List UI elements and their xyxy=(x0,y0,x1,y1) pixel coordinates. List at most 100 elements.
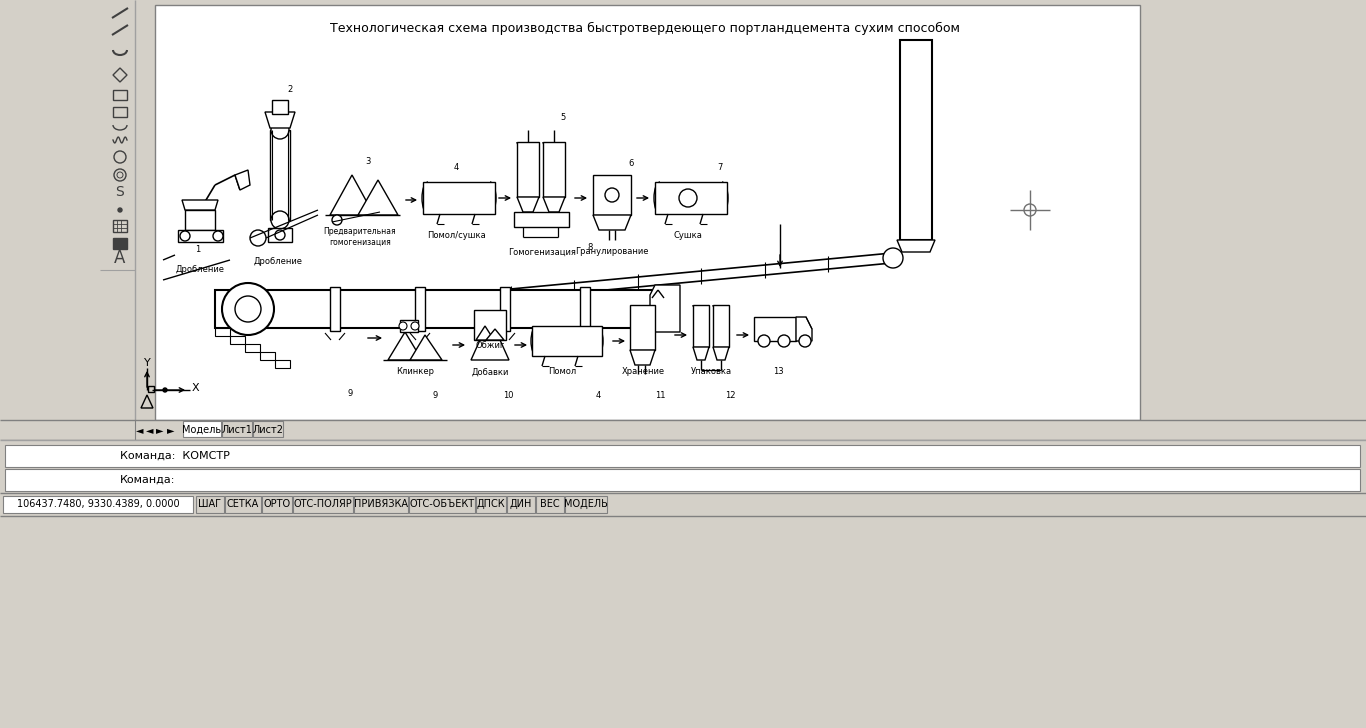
Bar xyxy=(475,496,505,513)
Bar xyxy=(516,142,540,197)
Text: Дробление: Дробление xyxy=(175,266,224,274)
Bar xyxy=(415,287,425,331)
Text: 3: 3 xyxy=(365,157,370,167)
Bar xyxy=(195,496,224,513)
Text: ►: ► xyxy=(156,425,164,435)
Bar xyxy=(292,496,352,513)
Text: 11: 11 xyxy=(654,390,665,400)
Bar xyxy=(113,220,127,232)
Bar xyxy=(270,130,290,220)
Bar xyxy=(262,496,292,513)
Bar xyxy=(253,421,283,437)
Polygon shape xyxy=(630,350,656,365)
Bar xyxy=(260,352,275,360)
Circle shape xyxy=(213,231,223,241)
Bar xyxy=(630,305,656,350)
Circle shape xyxy=(882,248,903,268)
Bar xyxy=(272,100,288,114)
Text: Помол/сушка: Помол/сушка xyxy=(426,232,485,240)
Text: Добавки: Добавки xyxy=(471,368,508,376)
Text: ПРИВЯЗКА: ПРИВЯЗКА xyxy=(354,499,408,509)
Bar xyxy=(693,305,709,347)
Text: Дробление: Дробление xyxy=(254,258,302,266)
Polygon shape xyxy=(388,332,422,360)
Bar xyxy=(225,496,261,513)
Polygon shape xyxy=(486,329,504,340)
Text: ОТС-ОБЪЕКТ: ОТС-ОБЪЕКТ xyxy=(410,499,474,509)
Bar xyxy=(474,310,505,340)
Polygon shape xyxy=(475,326,494,340)
Polygon shape xyxy=(516,197,540,212)
Text: Технологическая схема производства быстротвердеющего портландцемента сухим спосо: Технологическая схема производства быстр… xyxy=(331,22,960,35)
Bar xyxy=(113,107,127,117)
Text: гомогенизация: гомогенизация xyxy=(329,237,391,247)
Bar xyxy=(0,440,1366,500)
Text: S: S xyxy=(116,185,124,199)
Circle shape xyxy=(235,296,261,322)
Text: 6: 6 xyxy=(628,159,634,167)
Text: 9: 9 xyxy=(347,389,352,397)
Polygon shape xyxy=(713,347,729,360)
Text: ►: ► xyxy=(167,425,175,435)
Bar xyxy=(566,496,607,513)
Text: Лист1: Лист1 xyxy=(221,425,253,435)
Text: 12: 12 xyxy=(725,390,735,400)
Bar xyxy=(331,287,340,331)
Polygon shape xyxy=(593,215,631,230)
Bar xyxy=(229,336,245,344)
Polygon shape xyxy=(544,197,566,212)
Circle shape xyxy=(270,121,290,139)
Text: Y: Y xyxy=(143,358,150,368)
Text: Команда:  КОМСТР: Команда: КОМСТР xyxy=(120,451,229,461)
Bar xyxy=(0,493,1366,515)
Text: 10: 10 xyxy=(503,390,514,400)
Bar xyxy=(507,496,535,513)
Bar xyxy=(223,421,251,437)
Bar xyxy=(581,287,590,331)
Bar xyxy=(183,421,221,437)
Text: 8: 8 xyxy=(587,243,593,253)
Polygon shape xyxy=(358,180,398,215)
Bar xyxy=(214,328,229,336)
Bar xyxy=(754,317,796,341)
Text: 9: 9 xyxy=(433,390,437,400)
Text: 4: 4 xyxy=(454,164,459,173)
Text: A: A xyxy=(115,249,126,267)
Bar xyxy=(0,0,135,420)
Text: 13: 13 xyxy=(773,368,783,376)
Polygon shape xyxy=(331,175,374,215)
Bar xyxy=(544,142,566,197)
Text: 4: 4 xyxy=(596,390,601,400)
Text: 2: 2 xyxy=(287,85,292,95)
Bar xyxy=(178,230,223,242)
Text: ◄: ◄ xyxy=(146,425,154,435)
Text: Гранулирование: Гранулирование xyxy=(575,248,649,256)
Circle shape xyxy=(779,335,790,347)
Text: ДИН: ДИН xyxy=(510,499,533,509)
Text: 7: 7 xyxy=(717,164,723,173)
Polygon shape xyxy=(265,112,295,128)
Polygon shape xyxy=(650,285,680,332)
Text: Обжиг: Обжиг xyxy=(475,341,504,349)
Bar xyxy=(148,386,154,392)
Polygon shape xyxy=(471,340,510,360)
Bar xyxy=(593,175,631,215)
Polygon shape xyxy=(182,200,219,210)
Circle shape xyxy=(275,230,285,240)
Text: Лист2: Лист2 xyxy=(253,425,284,435)
Bar xyxy=(275,360,290,368)
Polygon shape xyxy=(796,317,811,341)
Text: ШАГ: ШАГ xyxy=(198,499,221,509)
Bar xyxy=(245,344,260,352)
Bar xyxy=(5,469,1361,491)
Bar xyxy=(656,182,727,214)
Circle shape xyxy=(250,230,266,246)
Bar xyxy=(113,238,127,249)
Text: ДПСК: ДПСК xyxy=(477,499,505,509)
Text: ОРТО: ОРТО xyxy=(264,499,291,509)
Bar xyxy=(184,210,214,230)
Circle shape xyxy=(399,322,407,330)
Circle shape xyxy=(411,322,419,330)
Text: ◄: ◄ xyxy=(137,425,143,435)
Bar xyxy=(5,445,1361,467)
